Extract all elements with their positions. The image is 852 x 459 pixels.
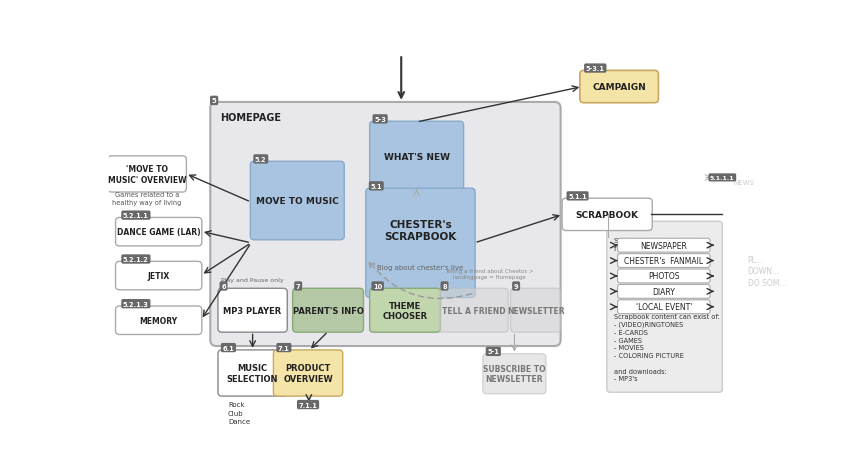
Text: NEWSPAPER: NEWSPAPER xyxy=(641,241,688,250)
Text: SUBSCRIBE TO
NEWSLETTER: SUBSCRIBE TO NEWSLETTER xyxy=(483,364,546,384)
FancyBboxPatch shape xyxy=(510,289,561,332)
FancyBboxPatch shape xyxy=(108,157,187,193)
FancyBboxPatch shape xyxy=(116,218,202,246)
Text: 'MOVE TO
MUSIC' OVERVIEW: 'MOVE TO MUSIC' OVERVIEW xyxy=(108,165,187,184)
FancyBboxPatch shape xyxy=(116,262,202,290)
Text: Rock: Rock xyxy=(228,401,245,407)
FancyBboxPatch shape xyxy=(618,269,710,283)
Text: TELL A FRIEND: TELL A FRIEND xyxy=(442,306,505,315)
Text: 5-3.1: 5-3.1 xyxy=(586,66,605,72)
Text: Club: Club xyxy=(228,410,244,416)
FancyBboxPatch shape xyxy=(218,289,287,332)
FancyBboxPatch shape xyxy=(292,289,364,332)
FancyBboxPatch shape xyxy=(366,189,475,298)
Text: PHOTOS: PHOTOS xyxy=(648,272,680,281)
Text: PARENT'S INFO: PARENT'S INFO xyxy=(292,306,364,315)
Text: SCRAPBOOK: SCRAPBOOK xyxy=(576,210,639,219)
Text: 9: 9 xyxy=(514,283,518,289)
Text: 7.1: 7.1 xyxy=(278,345,290,351)
Text: PRODUCT
OVERVIEW: PRODUCT OVERVIEW xyxy=(283,364,333,383)
Text: 6.1: 6.1 xyxy=(222,345,234,351)
Text: CAMPAIGN: CAMPAIGN xyxy=(592,83,646,92)
Text: Telling a friend about Cheetos >
landingpage = Homepage: Telling a friend about Cheetos > landing… xyxy=(445,269,533,280)
Text: 5.2.1.3: 5.2.1.3 xyxy=(123,301,149,307)
FancyBboxPatch shape xyxy=(439,289,509,332)
FancyBboxPatch shape xyxy=(273,350,343,396)
Text: NEWS: NEWS xyxy=(734,179,755,185)
FancyBboxPatch shape xyxy=(218,350,287,396)
FancyBboxPatch shape xyxy=(116,306,202,335)
FancyBboxPatch shape xyxy=(562,199,653,231)
Text: CHESTER's  FANMAIL: CHESTER's FANMAIL xyxy=(625,257,704,265)
Text: DANCE GAME (LAR): DANCE GAME (LAR) xyxy=(117,228,200,237)
Text: 5.1.1: 5.1.1 xyxy=(568,193,587,200)
Text: 5: 5 xyxy=(212,98,216,104)
FancyBboxPatch shape xyxy=(618,300,710,314)
Text: 'LOCAL EVENT': 'LOCAL EVENT' xyxy=(636,302,692,312)
Text: MP3 PLAYER: MP3 PLAYER xyxy=(223,306,282,315)
Text: Games related to a
healthy way of living: Games related to a healthy way of living xyxy=(112,192,181,205)
Text: DIARY: DIARY xyxy=(653,287,676,296)
Text: 10: 10 xyxy=(373,283,383,289)
FancyBboxPatch shape xyxy=(607,222,722,392)
Text: 5.2: 5.2 xyxy=(255,157,267,162)
Text: JETIX: JETIX xyxy=(147,271,170,280)
Text: Blog about chester's live: Blog about chester's live xyxy=(377,264,463,270)
Text: Play and Pause only: Play and Pause only xyxy=(222,278,284,283)
Text: Dance: Dance xyxy=(228,418,250,424)
FancyBboxPatch shape xyxy=(250,162,344,240)
Text: 5-3: 5-3 xyxy=(374,117,386,123)
FancyBboxPatch shape xyxy=(370,289,440,332)
Text: WHAT'S NEW: WHAT'S NEW xyxy=(383,153,450,162)
Text: 7.1.1: 7.1.1 xyxy=(298,402,318,408)
FancyBboxPatch shape xyxy=(370,122,463,193)
FancyBboxPatch shape xyxy=(618,239,710,252)
Text: 5.2.1.1: 5.2.1.1 xyxy=(123,213,149,218)
FancyBboxPatch shape xyxy=(618,254,710,268)
Text: MEMORY: MEMORY xyxy=(140,316,178,325)
Text: 6: 6 xyxy=(222,283,226,289)
FancyBboxPatch shape xyxy=(210,103,561,346)
Text: Scrapbook content can be
filtered by:: Scrapbook content can be filtered by: xyxy=(613,238,705,252)
Text: 8: 8 xyxy=(442,283,446,289)
Text: THEME
CHOOSER: THEME CHOOSER xyxy=(383,301,428,320)
Text: HOMEPAGE: HOMEPAGE xyxy=(221,112,281,123)
Text: MOVE TO MUSIC: MOVE TO MUSIC xyxy=(256,196,338,206)
FancyBboxPatch shape xyxy=(580,71,659,103)
Text: NEWSLETTER: NEWSLETTER xyxy=(507,306,564,315)
FancyBboxPatch shape xyxy=(618,285,710,299)
Text: CHESTER's
SCRAPBOOK: CHESTER's SCRAPBOOK xyxy=(384,220,457,241)
Text: 5-1: 5-1 xyxy=(487,349,499,355)
Text: 5.1.1.1: 5.1.1.1 xyxy=(710,175,734,180)
Text: Scrapbook content can exist of:
- (VIDEO)RINGTONES
- E-CARDS
- GAMES
- MOVIES
- : Scrapbook content can exist of: - (VIDEO… xyxy=(613,313,719,381)
Text: MUSIC
SELECTION: MUSIC SELECTION xyxy=(227,364,279,383)
Text: 5.2.1.2: 5.2.1.2 xyxy=(123,257,149,263)
Text: 5.1: 5.1 xyxy=(371,184,382,190)
FancyBboxPatch shape xyxy=(483,354,546,394)
Text: PL...
DOWN...
DO SOM...: PL... DOWN... DO SOM... xyxy=(748,255,786,288)
Text: 7: 7 xyxy=(296,283,301,289)
